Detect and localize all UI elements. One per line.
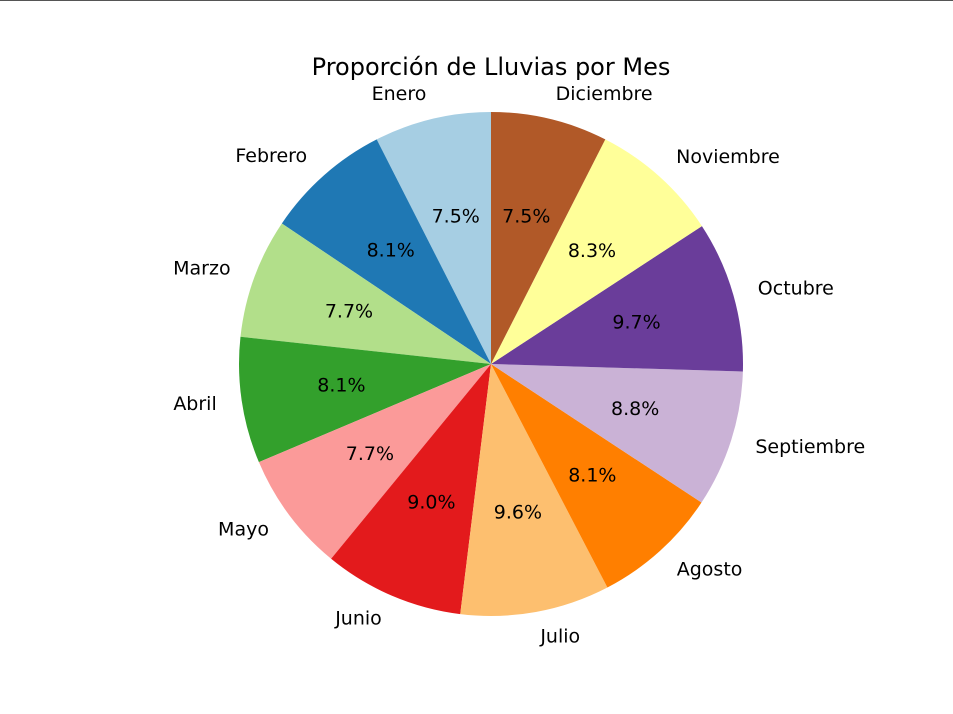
percent-label-septiembre: 8.8%: [611, 398, 659, 420]
percent-label-abril: 8.1%: [317, 374, 365, 396]
slice-label-enero: Enero: [372, 83, 427, 105]
percent-label-junio: 9.0%: [407, 491, 455, 513]
pie-slice-agosto: [491, 364, 702, 588]
pie-slice-septiembre: [491, 364, 743, 503]
percent-label-agosto: 8.1%: [568, 465, 616, 487]
chart-title: Proporción de Lluvias por Mes: [312, 53, 671, 81]
pie-slice-noviembre: [491, 139, 702, 364]
percent-label-enero: 7.5%: [432, 205, 480, 227]
slice-label-julio: Julio: [539, 625, 580, 647]
slice-label-mayo: Mayo: [218, 518, 269, 540]
slice-label-octubre: Octubre: [758, 277, 834, 299]
slice-label-febrero: Febrero: [235, 145, 307, 167]
slice-label-diciembre: Diciembre: [556, 83, 653, 105]
pie-slice-julio: [460, 364, 608, 616]
percent-label-octubre: 9.7%: [612, 312, 660, 334]
pie-slice-enero: [376, 112, 491, 364]
pie-slice-diciembre: [491, 112, 606, 364]
pie-slice-febrero: [281, 139, 491, 364]
percent-label-noviembre: 8.3%: [568, 240, 616, 262]
percent-label-marzo: 7.7%: [325, 301, 373, 323]
percent-label-julio: 9.6%: [494, 501, 542, 523]
slice-label-abril: Abril: [173, 393, 216, 415]
percent-label-febrero: 8.1%: [367, 239, 415, 261]
pie-slice-octubre: [491, 226, 744, 372]
percent-label-mayo: 7.7%: [346, 443, 394, 465]
pie-slice-marzo: [240, 223, 491, 364]
slice-label-marzo: Marzo: [173, 257, 230, 279]
top-border-line: [0, 0, 953, 1]
slice-label-junio: Junio: [334, 607, 382, 629]
percent-label-diciembre: 7.5%: [502, 205, 550, 227]
slice-label-agosto: Agosto: [677, 558, 743, 580]
pie-slice-mayo: [258, 364, 491, 559]
pie-slice-junio: [331, 364, 491, 615]
percent-labels: 7.5% 8.1% 7.7% 8.1% 7.7% 9.0% 9.6% 8.1% 8.8% 9.7%…: [317, 205, 660, 523]
pie-slice-abril: [239, 336, 491, 463]
pie-slices: [239, 112, 744, 616]
slice-labels: Enero Febrero Marzo Abril Mayo Junio Julio Agos…: [173, 83, 865, 647]
slice-label-noviembre: Noviembre: [676, 146, 780, 168]
slice-label-septiembre: Septiembre: [755, 436, 865, 458]
